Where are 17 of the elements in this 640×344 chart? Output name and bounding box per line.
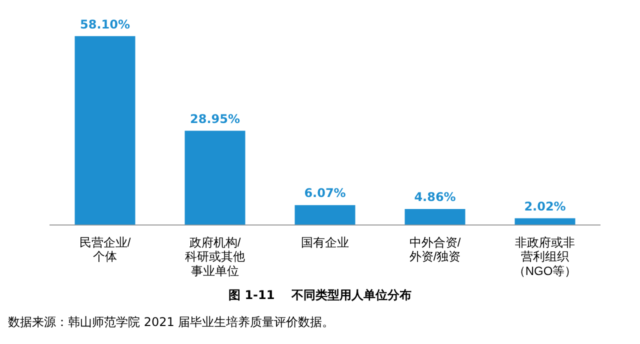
x-tick-label: 中外合资/外资/独资 <box>409 235 462 264</box>
bar <box>184 130 246 225</box>
data-label: 4.86% <box>414 190 456 204</box>
bar <box>294 205 356 225</box>
data-label: 28.95% <box>190 112 240 126</box>
bar <box>404 209 466 225</box>
x-tick-label: 民营企业/个体 <box>79 235 132 264</box>
source-note: 数据来源：韩山师范学院 2021 届毕业生培养质量评价数据。 <box>8 314 334 331</box>
bar <box>74 36 136 225</box>
data-label: 2.02% <box>524 199 566 214</box>
data-label: 6.07% <box>304 186 346 200</box>
data-label: 58.10% <box>80 17 130 32</box>
x-tick-label: 非政府或非营利组织（NGO等） <box>513 235 577 278</box>
text: 图 1-11 不同类型用人单位分布 <box>228 287 412 304</box>
bar <box>514 218 576 225</box>
x-tick-label: 国有企业 <box>301 235 349 250</box>
x-tick-label: 政府机构/科研或其他事业单位 <box>185 235 245 278</box>
